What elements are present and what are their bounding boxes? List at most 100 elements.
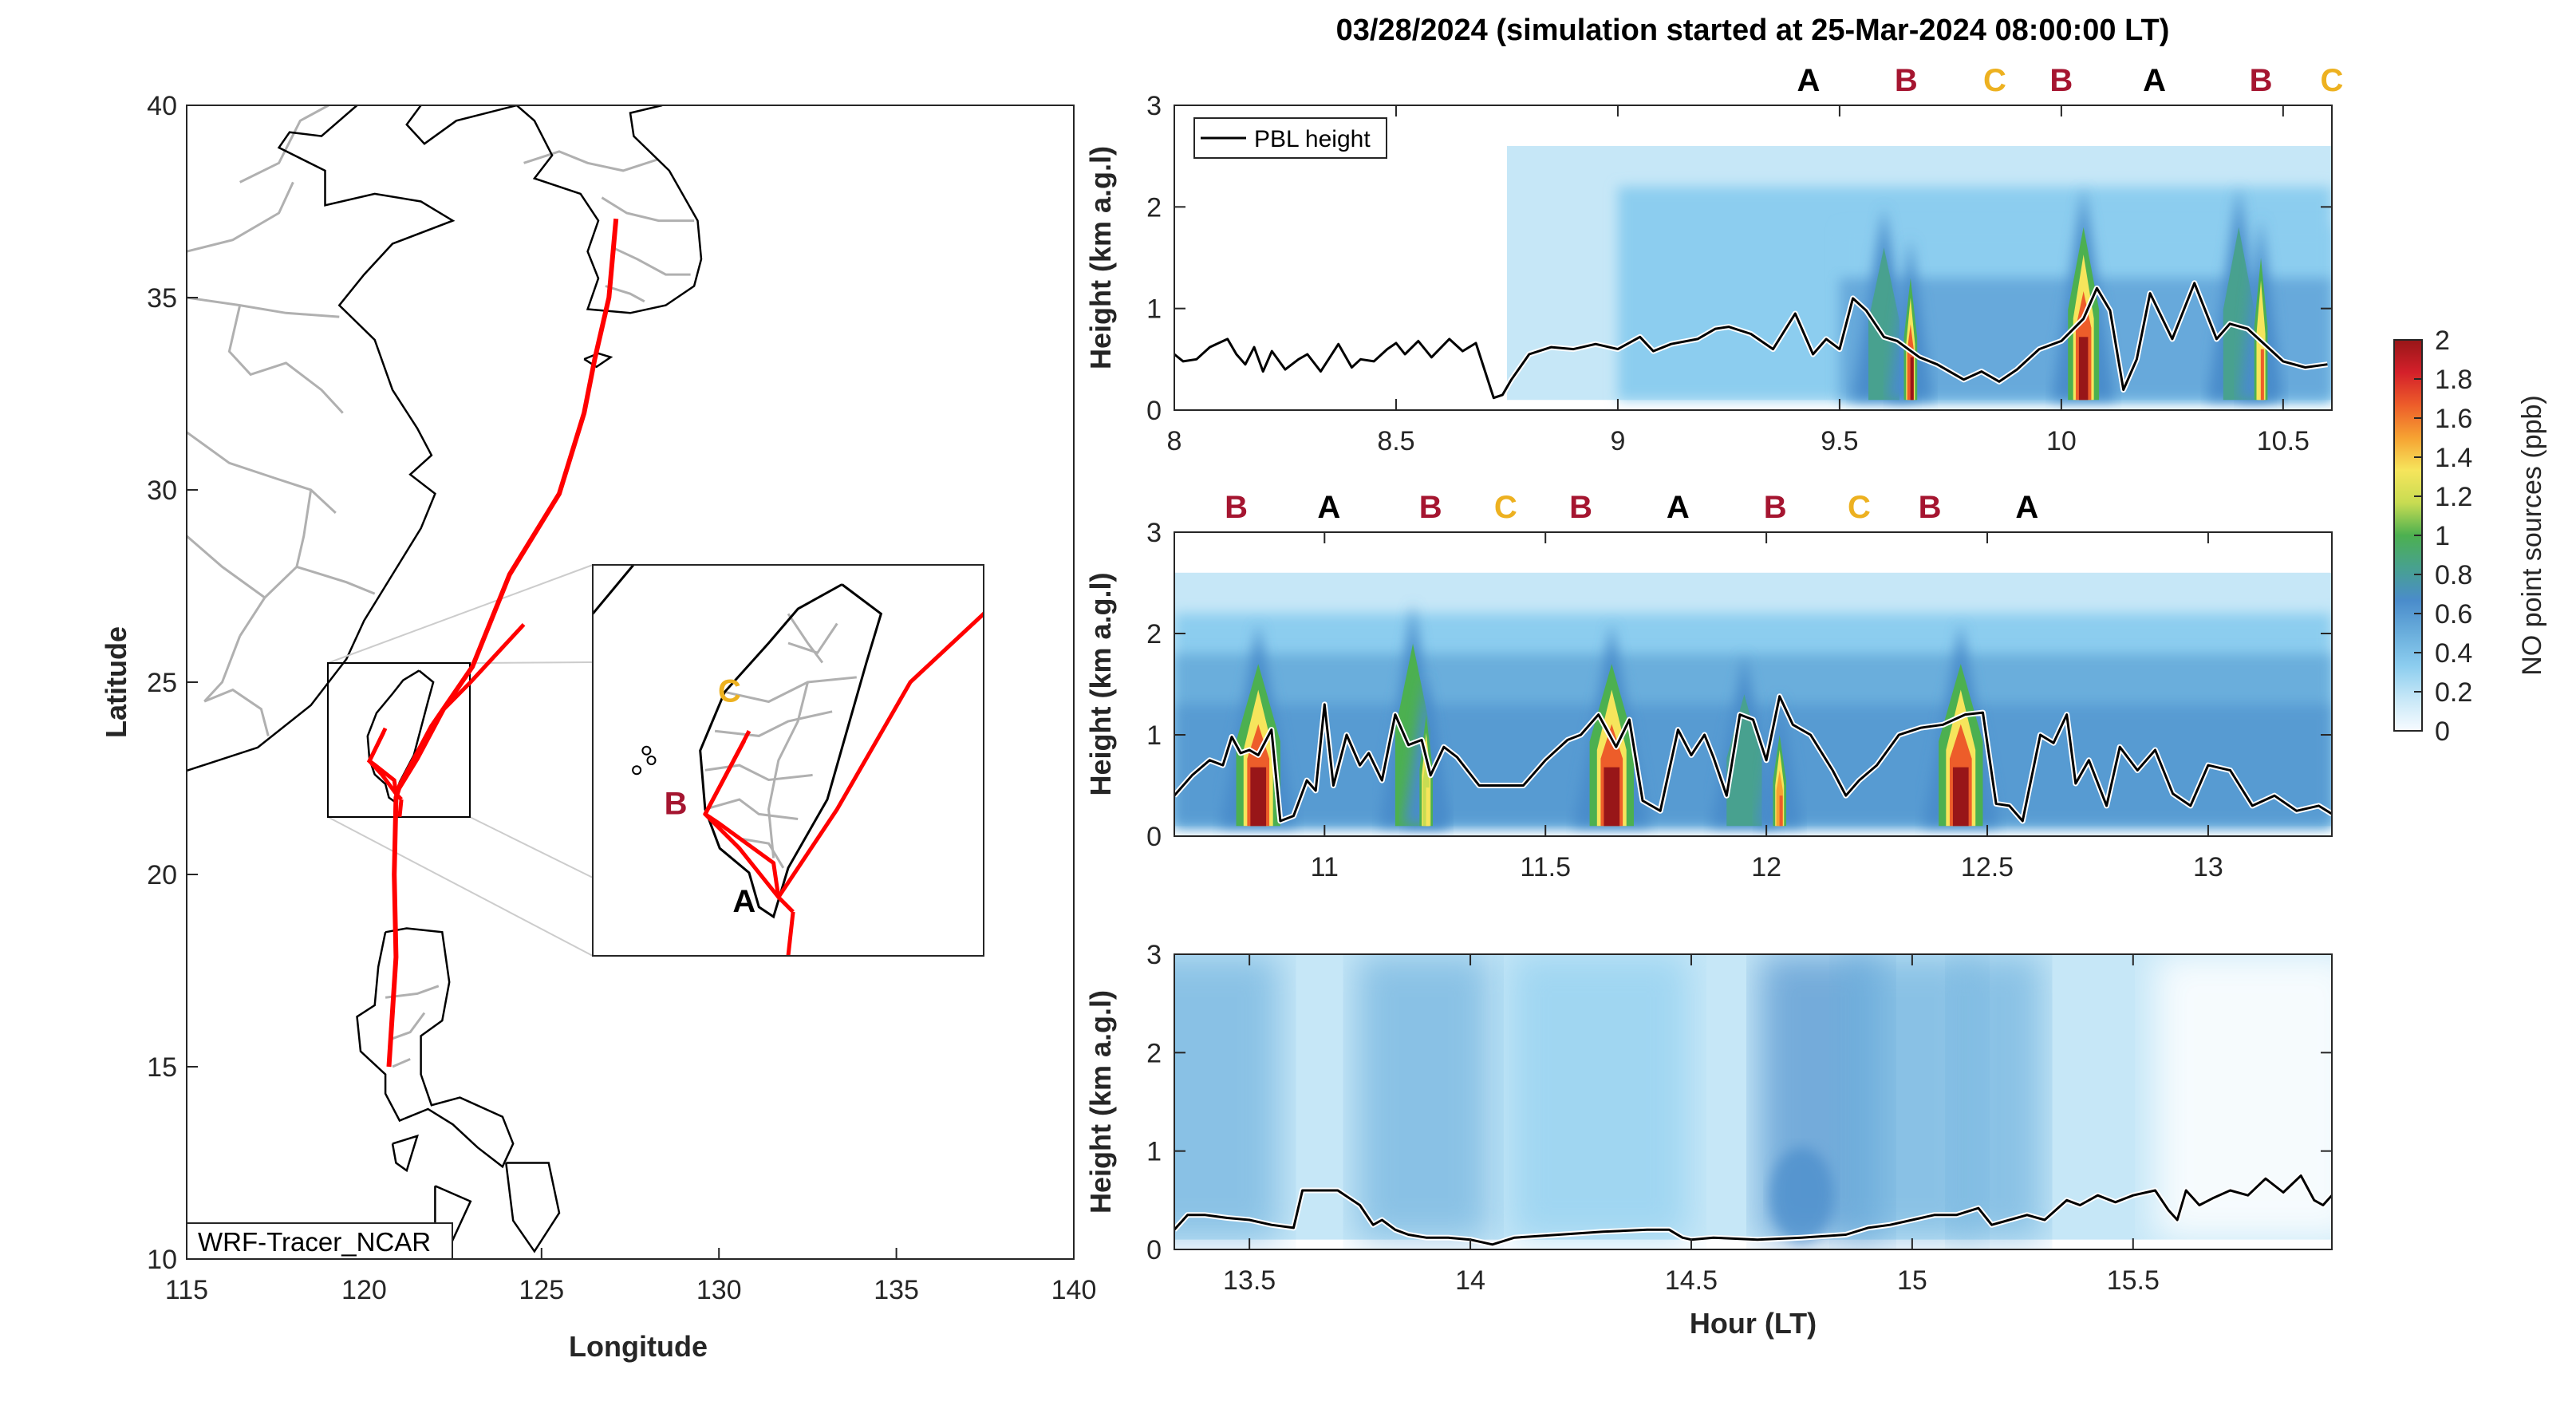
colorbar-tick-label: 1.2 xyxy=(2435,482,2472,512)
map-y-ticks: 10 15 20 25 30 35 40 xyxy=(147,91,198,1275)
colorbar-ticks: 0 0.2 0.4 0.6 0.8 1 1.2 1.4 1.6 1.8 2 xyxy=(2414,326,2472,747)
y-tick-label: 20 xyxy=(147,860,177,890)
y-tick-label: 2 xyxy=(1146,192,1162,223)
county-border xyxy=(724,676,857,704)
y-tick-label: 1 xyxy=(1146,720,1162,751)
island xyxy=(646,756,657,765)
field-streak xyxy=(1356,954,1491,1240)
trajectory-map: 115 120 125 130 135 140 10 15 20 25 30 35 40 Longit… xyxy=(100,91,1096,1363)
pbl-height-line xyxy=(1174,1174,2332,1246)
x-tick-label: 125 xyxy=(519,1275,564,1305)
inset-trajectory xyxy=(703,610,984,956)
axes-box xyxy=(1174,531,2333,837)
inset-connector-lines xyxy=(327,564,594,957)
county-border xyxy=(739,837,785,869)
site-marker-b: B xyxy=(1225,490,1248,525)
field-streak xyxy=(1510,954,1689,1240)
site-marker-a: A xyxy=(1667,490,1690,525)
inset-connector xyxy=(327,816,594,957)
x-axis-label: Hour (LT) xyxy=(1690,1307,1817,1340)
axes-box xyxy=(1174,105,2333,411)
site-marker-b: B xyxy=(1569,490,1592,525)
site-marker-b: B xyxy=(1895,63,1918,98)
colorbar-tick-label: 1.4 xyxy=(2435,443,2472,473)
x-tick-label: 10.5 xyxy=(2257,426,2310,456)
y-tick-label: 1 xyxy=(1146,294,1162,325)
x-tick-label: 11 xyxy=(1311,852,1339,882)
site-label-b: B xyxy=(665,786,688,821)
y-tick-label: 30 xyxy=(147,476,177,506)
colorbar-tick-label: 0.8 xyxy=(2435,560,2472,590)
x-tick-label: 13.5 xyxy=(1223,1265,1276,1296)
x-tick-label: 135 xyxy=(874,1275,919,1305)
site-marker-c: C xyxy=(1848,490,1871,525)
y-axis-label: Height (km a.g.l) xyxy=(1084,572,1117,795)
province-border xyxy=(187,296,340,318)
coastline xyxy=(187,105,518,772)
site-marker-c: C xyxy=(1983,63,2006,98)
province-border xyxy=(392,1058,411,1068)
panel-1: 8 8.5 9 9.5 10 10.5 0 1 2 3 Height (km a.g.l) PBL h… xyxy=(1084,63,2343,456)
coastline xyxy=(515,105,703,314)
county-border xyxy=(767,681,809,858)
site-label-a: A xyxy=(732,884,755,919)
coastline xyxy=(366,669,435,803)
y-axis-label: Height (km a.g.l) xyxy=(1084,146,1117,369)
pbl-height-line xyxy=(1174,695,2332,823)
province-border xyxy=(388,1012,426,1041)
panel-3: 13.5 14 14.5 15 15.5 0 1 2 3 Height (km a.g.l) Hou… xyxy=(1084,940,2333,1340)
county-border xyxy=(714,710,833,737)
x-tick-label: 12.5 xyxy=(1961,852,2014,882)
colorbar-tick-label: 0 xyxy=(2435,716,2450,747)
map-x-label: Longitude xyxy=(569,1330,708,1363)
y-tick-label: 2 xyxy=(1146,1038,1162,1068)
trajectory-segment xyxy=(367,731,398,795)
axes-box xyxy=(1174,953,2333,1250)
y-tick-label: 10 xyxy=(147,1245,177,1275)
coastline xyxy=(505,1162,561,1253)
y-tick-label: 3 xyxy=(1146,518,1162,548)
x-tick-label: 14 xyxy=(1455,1265,1485,1296)
province-border xyxy=(605,285,645,303)
map-y-label: Latitude xyxy=(100,626,132,738)
colorbar-tick-label: 2 xyxy=(2435,326,2450,356)
inset-track xyxy=(703,740,780,899)
colorbar: 0 0.2 0.4 0.6 0.8 1 1.2 1.4 1.6 1.8 2 NO point sou… xyxy=(2393,326,2547,747)
inset-track xyxy=(776,610,984,898)
province-border xyxy=(203,688,270,736)
inset-connector xyxy=(469,816,594,878)
x-tick-label: 11.5 xyxy=(1520,852,1571,882)
x-tick-label: 9.5 xyxy=(1821,426,1858,456)
coastline xyxy=(699,583,883,919)
x-tick-label: 10 xyxy=(2046,426,2077,456)
site-marker-b: B xyxy=(1764,490,1787,525)
y-tick-label: 40 xyxy=(147,91,177,121)
legend: PBL height xyxy=(1193,117,1387,159)
y-tick-label: 0 xyxy=(1146,822,1162,852)
trajectory-segment xyxy=(394,623,526,795)
province-border xyxy=(239,489,313,637)
x-tick-label: 15 xyxy=(1897,1265,1927,1296)
map-x-ticks: 115 120 125 130 135 140 xyxy=(165,1248,1096,1305)
site-marker-a: A xyxy=(2015,490,2038,525)
x-tick-label: 140 xyxy=(1051,1275,1097,1305)
site-marker-b: B xyxy=(2250,63,2273,98)
y-tick-label: 1 xyxy=(1146,1137,1162,1167)
county-border xyxy=(704,798,799,820)
site-labels: A B C xyxy=(665,674,756,919)
model-annotation-box xyxy=(186,1222,453,1260)
x-tick-label: 130 xyxy=(696,1275,742,1305)
colorbar-tick-label: 1 xyxy=(2435,521,2450,551)
site-marker-a: A xyxy=(2143,63,2166,98)
coastlines xyxy=(187,105,703,1253)
site-marker-a: A xyxy=(1317,490,1340,525)
province-border xyxy=(187,181,294,253)
county-border xyxy=(787,613,824,664)
concentration-field xyxy=(1506,145,2332,401)
y-tick-label: 25 xyxy=(147,668,177,698)
coastline xyxy=(391,1134,419,1173)
x-tick-label: 14.5 xyxy=(1665,1265,1718,1296)
